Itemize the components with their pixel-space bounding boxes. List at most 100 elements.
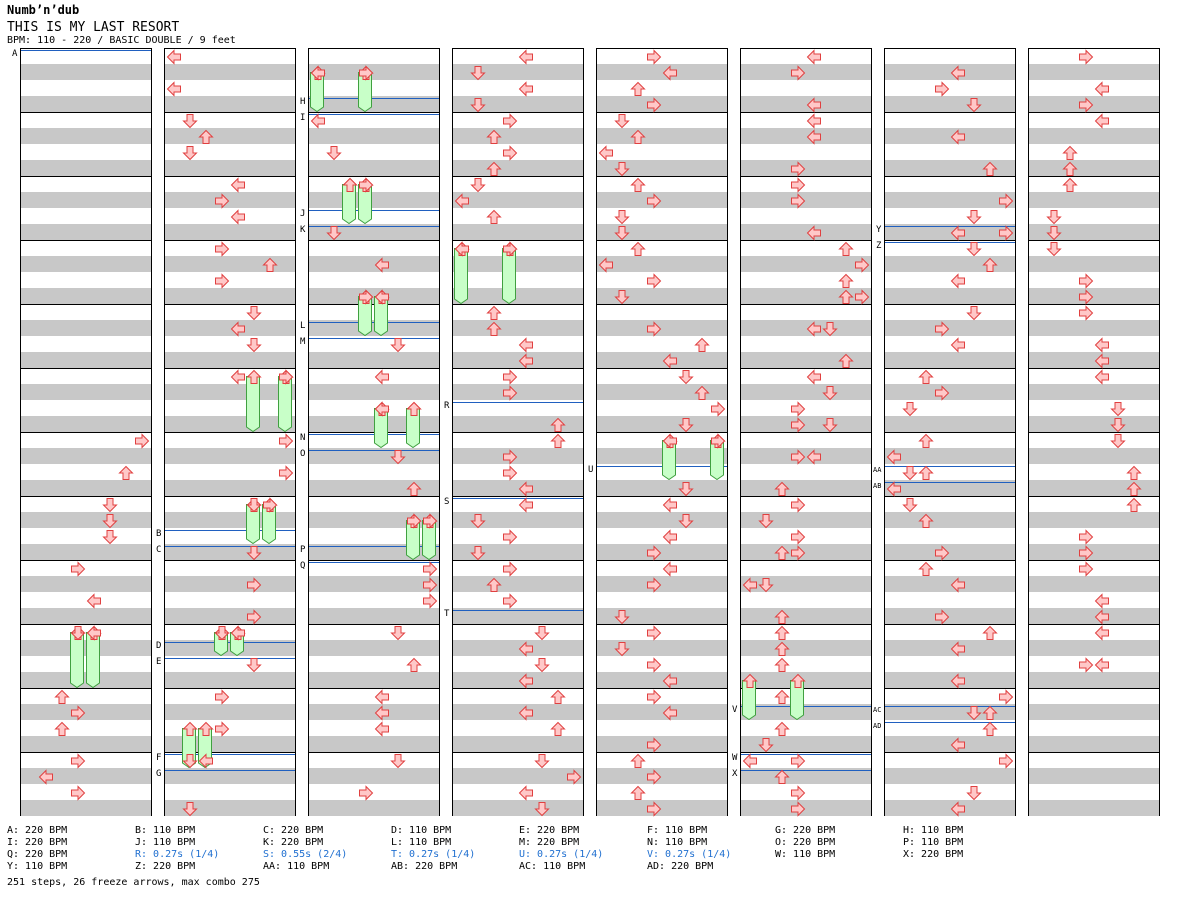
arrow-left-icon — [374, 721, 389, 737]
arrow-left-icon — [806, 97, 821, 113]
arrow-down-icon — [758, 578, 774, 593]
arrow-left-icon — [742, 753, 757, 769]
change-line — [741, 754, 871, 755]
arrow-right-icon — [791, 497, 806, 513]
arrow-right-icon — [1079, 529, 1094, 545]
beat-band — [741, 768, 871, 784]
arrow-down-icon — [390, 626, 406, 641]
beat-band — [741, 672, 871, 688]
arrow-left-icon — [662, 497, 677, 513]
arrow-right-icon — [503, 465, 518, 481]
arrow-left-icon — [1094, 353, 1109, 369]
change-line — [165, 546, 295, 547]
arrow-up-icon — [1062, 161, 1078, 176]
arrow-down-icon — [182, 802, 198, 817]
arrow-right-icon — [503, 529, 518, 545]
beat-band — [309, 448, 439, 464]
arrow-up-icon — [774, 625, 790, 640]
arrow-right-icon — [503, 369, 518, 385]
measure-line — [309, 624, 439, 625]
arrow-left-icon — [454, 241, 469, 257]
beat-band — [165, 704, 295, 720]
arrow-left-icon — [86, 593, 101, 609]
arrow-left-icon — [518, 81, 533, 97]
arrow-right-icon — [935, 81, 950, 97]
measure-line — [21, 688, 151, 689]
arrow-down-icon — [102, 530, 118, 545]
beat-band — [885, 256, 1015, 272]
arrow-left-icon — [950, 673, 965, 689]
measure-line — [453, 112, 583, 113]
arrow-up-icon — [54, 721, 70, 736]
beat-band — [309, 800, 439, 816]
artist-name: Numb’n’dub — [7, 3, 80, 17]
measure-line — [597, 688, 727, 689]
arrow-right-icon — [999, 225, 1014, 241]
measure-line — [597, 240, 727, 241]
arrow-right-icon — [935, 609, 950, 625]
arrow-right-icon — [935, 385, 950, 401]
arrow-down-icon — [470, 98, 486, 113]
beat-band — [453, 640, 583, 656]
arrow-right-icon — [855, 257, 870, 273]
beat-band — [741, 224, 871, 240]
arrow-up-icon — [918, 513, 934, 528]
beat-band — [21, 416, 151, 432]
beat-band — [885, 608, 1015, 624]
beat-band — [741, 416, 871, 432]
arrow-up-icon — [630, 241, 646, 256]
legend-entry: I: 220 BPM — [7, 837, 68, 848]
arrow-up-icon — [1062, 177, 1078, 192]
arrow-down-icon — [470, 514, 486, 529]
arrow-up-icon — [486, 321, 502, 336]
arrow-left-icon — [374, 257, 389, 273]
beat-band — [741, 256, 871, 272]
freeze-head-icon — [742, 673, 758, 688]
change-marker: B — [156, 529, 162, 539]
change-line — [165, 770, 295, 771]
arrow-up-icon — [838, 241, 854, 256]
arrow-right-icon — [647, 49, 662, 65]
measure-line — [309, 752, 439, 753]
beat-band — [741, 800, 871, 816]
arrow-left-icon — [886, 481, 901, 497]
arrow-left-icon — [806, 49, 821, 65]
beat-band — [165, 160, 295, 176]
arrow-up-icon — [982, 257, 998, 272]
arrow-down-icon — [966, 98, 982, 113]
chart-meta: BPM: 110 - 220 / BASIC DOUBLE / 9 feet — [7, 35, 236, 46]
legend-entry: M: 220 BPM — [519, 837, 580, 848]
arrow-right-icon — [1079, 97, 1094, 113]
change-marker: O — [300, 449, 306, 459]
change-marker: E — [156, 657, 162, 667]
measure-line — [309, 176, 439, 177]
arrow-left-icon — [166, 49, 181, 65]
arrow-up-icon — [838, 353, 854, 368]
beat-band — [21, 736, 151, 752]
arrow-down-icon — [614, 210, 630, 225]
beat-band — [309, 768, 439, 784]
beat-band — [165, 416, 295, 432]
measure-line — [597, 752, 727, 753]
arrow-right-icon — [791, 193, 806, 209]
arrow-right-icon — [279, 433, 294, 449]
arrow-up-icon — [550, 417, 566, 432]
beat-band — [885, 736, 1015, 752]
change-marker: H — [300, 97, 306, 107]
change-line — [453, 498, 583, 499]
arrow-right-icon — [1079, 289, 1094, 305]
measure-line — [1029, 624, 1159, 625]
beat-band — [1029, 352, 1159, 368]
arrow-left-icon — [454, 193, 469, 209]
beat-band — [309, 96, 439, 112]
measure-line — [165, 304, 295, 305]
arrow-down-icon — [70, 626, 86, 641]
measure-line — [453, 240, 583, 241]
change-marker: AD — [873, 722, 882, 730]
beat-band — [165, 768, 295, 784]
arrow-down-icon — [246, 306, 262, 321]
arrow-left-icon — [518, 785, 533, 801]
change-marker: S — [444, 497, 450, 507]
beat-band — [165, 256, 295, 272]
